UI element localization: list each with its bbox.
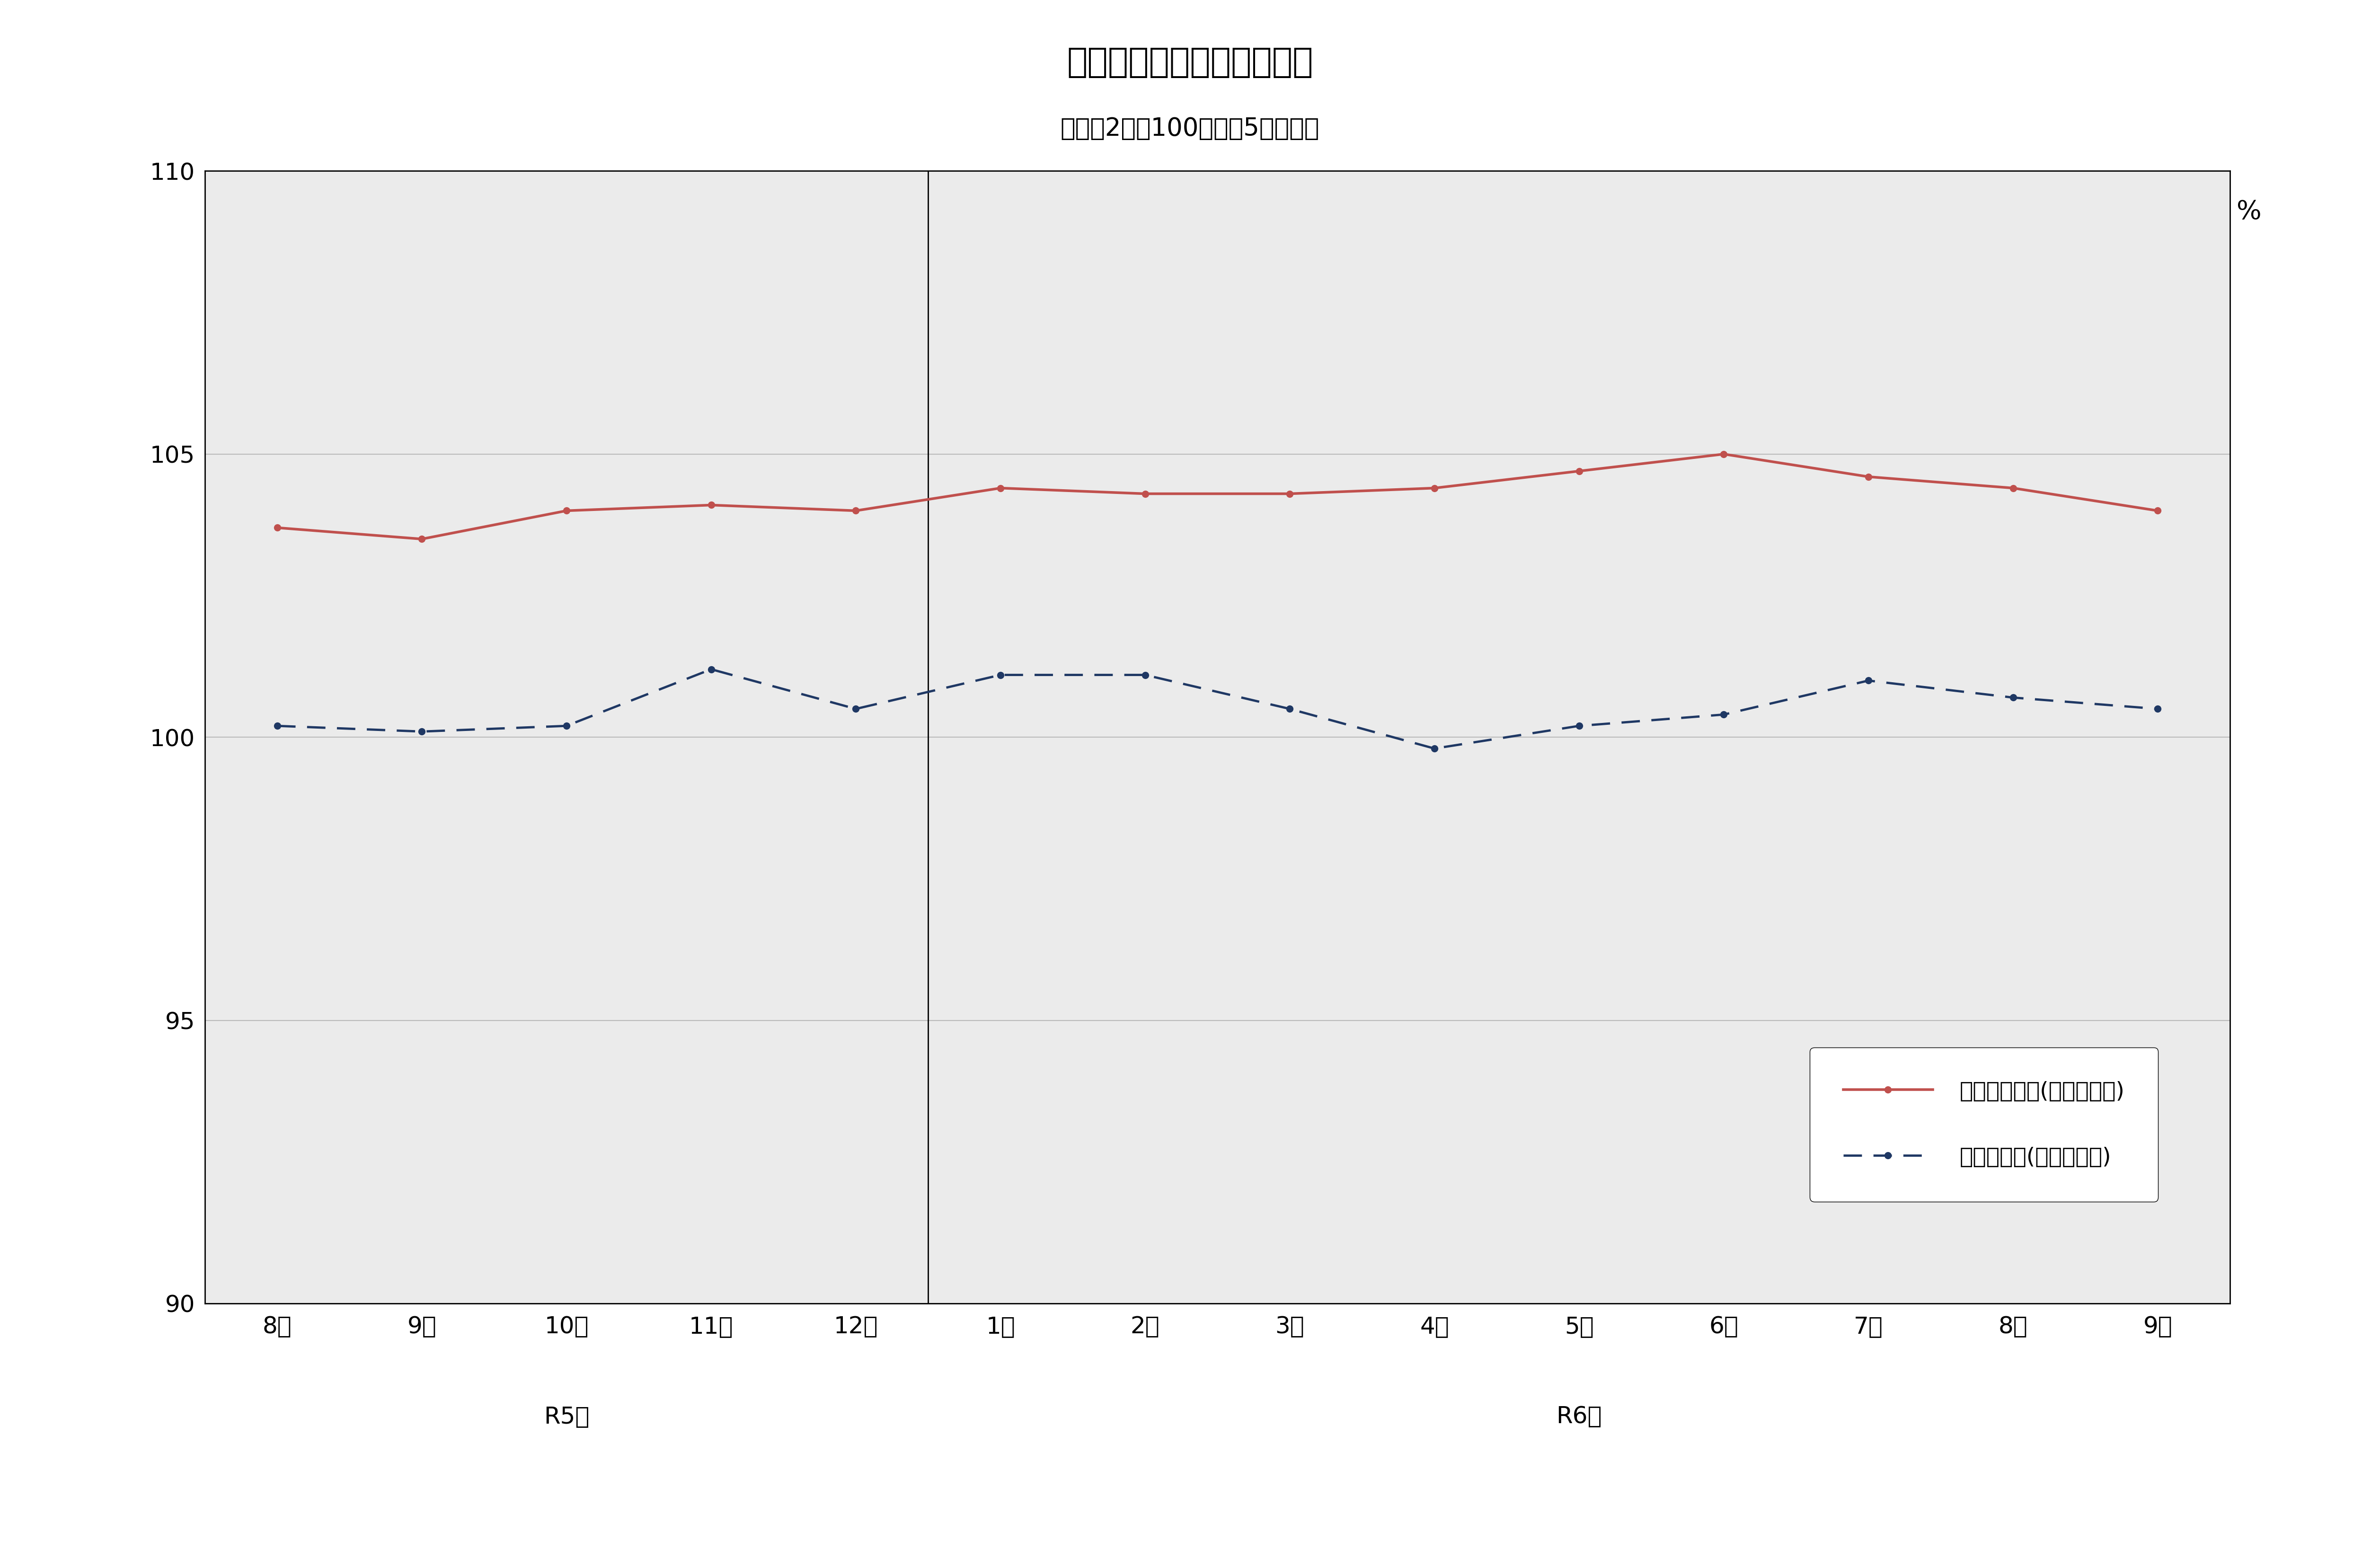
- Text: 常用雇用指数、前年同月比: 常用雇用指数、前年同月比: [1066, 46, 1314, 79]
- 調査産業計(前年同月比): [1130, 666, 1159, 685]
- 常用雇用指数(調査産業計): [843, 502, 871, 520]
- 調査産業計(前年同月比): [2144, 700, 2173, 719]
- 調査産業計(前年同月比): [1999, 688, 2028, 706]
- 調査産業計(前年同月比): [407, 722, 436, 740]
- 常用雇用指数(調査産業計): [262, 519, 290, 538]
- 調査産業計(前年同月比): [1276, 700, 1304, 719]
- 常用雇用指数(調査産業計): [985, 479, 1014, 497]
- 常用雇用指数(調査産業計): [1276, 485, 1304, 503]
- Text: %: %: [2237, 200, 2261, 225]
- 調査産業計(前年同月比): [552, 717, 581, 736]
- 調査産業計(前年同月比): [843, 700, 871, 719]
- 常用雇用指数(調査産業計): [697, 496, 726, 514]
- 調査産業計(前年同月比): [1709, 705, 1737, 723]
- Line: 調査産業計(前年同月比): 調査産業計(前年同月比): [274, 666, 2161, 751]
- 常用雇用指数(調査産業計): [1709, 445, 1737, 463]
- 常用雇用指数(調査産業計): [1421, 479, 1449, 497]
- 常用雇用指数(調査産業計): [1130, 485, 1159, 503]
- 調査産業計(前年同月比): [1421, 739, 1449, 757]
- Text: R6年: R6年: [1557, 1405, 1602, 1428]
- 常用雇用指数(調査産業計): [1999, 479, 2028, 497]
- Line: 常用雇用指数(調査産業計): 常用雇用指数(調査産業計): [274, 451, 2161, 542]
- 調査産業計(前年同月比): [1854, 671, 1883, 689]
- 常用雇用指数(調査産業計): [1854, 468, 1883, 486]
- 調査産業計(前年同月比): [985, 666, 1014, 685]
- 常用雇用指数(調査産業計): [1564, 462, 1592, 480]
- 調査産業計(前年同月比): [697, 660, 726, 678]
- 常用雇用指数(調査産業計): [552, 502, 581, 520]
- 調査産業計(前年同月比): [262, 717, 290, 736]
- 常用雇用指数(調査産業計): [2144, 502, 2173, 520]
- 常用雇用指数(調査産業計): [407, 530, 436, 548]
- 調査産業計(前年同月比): [1564, 717, 1592, 736]
- Text: R5年: R5年: [543, 1405, 590, 1428]
- Legend: 常用雇用指数(調査産業計), 調査産業計(前年同月比): 常用雇用指数(調査産業計), 調査産業計(前年同月比): [1809, 1047, 2159, 1202]
- Text: （令和2年＝100、規模5人以上）: （令和2年＝100、規模5人以上）: [1061, 116, 1319, 141]
